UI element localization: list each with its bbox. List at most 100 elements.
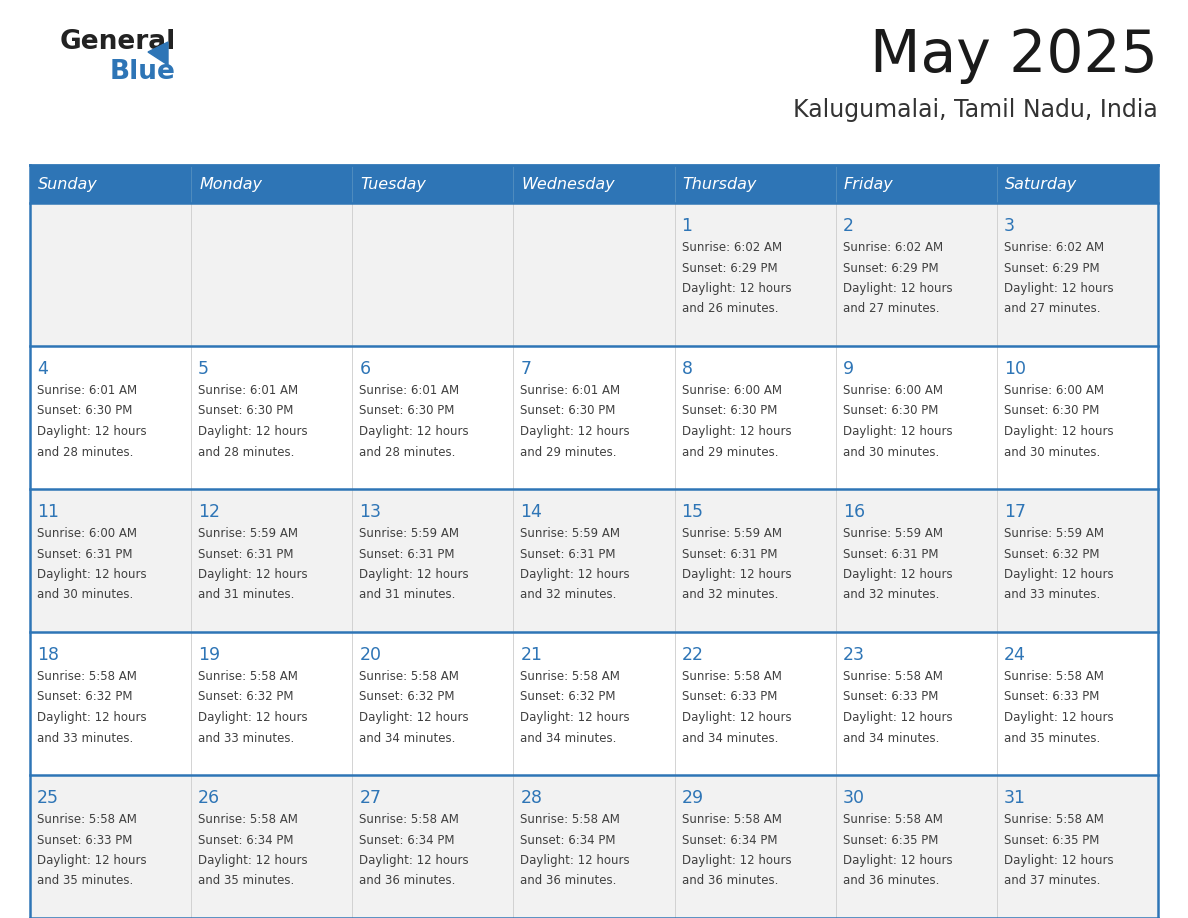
Text: 21: 21 [520, 646, 543, 664]
Text: 16: 16 [842, 503, 865, 521]
Text: Sunrise: 5:59 AM: Sunrise: 5:59 AM [682, 527, 782, 540]
Text: Sunrise: 6:01 AM: Sunrise: 6:01 AM [359, 384, 460, 397]
Text: Daylight: 12 hours: Daylight: 12 hours [682, 711, 791, 724]
Bar [353, 346, 513, 489]
Bar [513, 632, 675, 775]
Bar [353, 775, 513, 918]
Bar [191, 632, 353, 775]
Text: Sunset: 6:35 PM: Sunset: 6:35 PM [842, 834, 939, 846]
Text: Sunset: 6:30 PM: Sunset: 6:30 PM [682, 405, 777, 418]
Text: Sunrise: 6:02 AM: Sunrise: 6:02 AM [842, 241, 943, 254]
Text: Sunrise: 6:01 AM: Sunrise: 6:01 AM [37, 384, 137, 397]
Text: Sunrise: 6:00 AM: Sunrise: 6:00 AM [682, 384, 782, 397]
Text: and 34 minutes.: and 34 minutes. [682, 732, 778, 744]
Text: Sunrise: 5:58 AM: Sunrise: 5:58 AM [1004, 670, 1104, 683]
Text: 28: 28 [520, 789, 543, 807]
Text: 20: 20 [359, 646, 381, 664]
Text: Sunset: 6:34 PM: Sunset: 6:34 PM [682, 834, 777, 846]
Text: Sunset: 6:32 PM: Sunset: 6:32 PM [359, 690, 455, 703]
Text: Sunrise: 5:58 AM: Sunrise: 5:58 AM [37, 813, 137, 826]
Text: and 30 minutes.: and 30 minutes. [842, 445, 939, 458]
Text: 31: 31 [1004, 789, 1026, 807]
Text: 10: 10 [1004, 360, 1026, 378]
Text: Daylight: 12 hours: Daylight: 12 hours [1004, 282, 1113, 295]
Text: Sunset: 6:30 PM: Sunset: 6:30 PM [359, 405, 455, 418]
Text: Sunrise: 5:59 AM: Sunrise: 5:59 AM [1004, 527, 1104, 540]
Text: and 37 minutes.: and 37 minutes. [1004, 875, 1100, 888]
Text: Thursday: Thursday [683, 176, 757, 192]
Text: Daylight: 12 hours: Daylight: 12 hours [520, 568, 630, 581]
Text: Daylight: 12 hours: Daylight: 12 hours [842, 282, 953, 295]
Text: and 34 minutes.: and 34 minutes. [842, 732, 939, 744]
Bar [675, 165, 835, 203]
Text: and 27 minutes.: and 27 minutes. [842, 303, 940, 316]
Text: Sunrise: 5:58 AM: Sunrise: 5:58 AM [37, 670, 137, 683]
Text: Sunrise: 6:01 AM: Sunrise: 6:01 AM [520, 384, 620, 397]
Text: Sunset: 6:35 PM: Sunset: 6:35 PM [1004, 834, 1099, 846]
Bar [835, 489, 997, 632]
Bar [997, 165, 1158, 203]
Text: Sunset: 6:30 PM: Sunset: 6:30 PM [37, 405, 132, 418]
Polygon shape [148, 42, 168, 65]
Text: and 29 minutes.: and 29 minutes. [520, 445, 617, 458]
Text: Sunrise: 6:02 AM: Sunrise: 6:02 AM [1004, 241, 1104, 254]
Text: Sunset: 6:33 PM: Sunset: 6:33 PM [1004, 690, 1099, 703]
Text: Sunrise: 5:59 AM: Sunrise: 5:59 AM [359, 527, 460, 540]
Text: Sunset: 6:31 PM: Sunset: 6:31 PM [682, 547, 777, 561]
Text: Monday: Monday [200, 176, 263, 192]
Text: Sunset: 6:29 PM: Sunset: 6:29 PM [1004, 262, 1099, 274]
Bar [191, 489, 353, 632]
Text: Daylight: 12 hours: Daylight: 12 hours [37, 568, 146, 581]
Text: Sunrise: 5:58 AM: Sunrise: 5:58 AM [1004, 813, 1104, 826]
Text: Sunrise: 6:02 AM: Sunrise: 6:02 AM [682, 241, 782, 254]
Text: Sunrise: 5:58 AM: Sunrise: 5:58 AM [682, 670, 782, 683]
Text: Sunset: 6:30 PM: Sunset: 6:30 PM [520, 405, 615, 418]
Bar [675, 775, 835, 918]
Text: Daylight: 12 hours: Daylight: 12 hours [682, 282, 791, 295]
Text: 11: 11 [37, 503, 59, 521]
Text: and 33 minutes.: and 33 minutes. [1004, 588, 1100, 601]
Bar [513, 165, 675, 203]
Bar [675, 489, 835, 632]
Text: Sunset: 6:31 PM: Sunset: 6:31 PM [198, 547, 293, 561]
Text: and 36 minutes.: and 36 minutes. [359, 875, 456, 888]
Bar [997, 489, 1158, 632]
Text: Daylight: 12 hours: Daylight: 12 hours [1004, 711, 1113, 724]
Bar [513, 346, 675, 489]
Bar [30, 632, 191, 775]
Text: Daylight: 12 hours: Daylight: 12 hours [359, 425, 469, 438]
Text: 14: 14 [520, 503, 542, 521]
Text: and 28 minutes.: and 28 minutes. [37, 445, 133, 458]
Text: Daylight: 12 hours: Daylight: 12 hours [682, 854, 791, 867]
Text: 30: 30 [842, 789, 865, 807]
Text: 17: 17 [1004, 503, 1026, 521]
Text: Daylight: 12 hours: Daylight: 12 hours [37, 854, 146, 867]
Text: Sunset: 6:34 PM: Sunset: 6:34 PM [359, 834, 455, 846]
Text: and 30 minutes.: and 30 minutes. [37, 588, 133, 601]
Text: General: General [61, 29, 176, 55]
Text: 19: 19 [198, 646, 220, 664]
Bar [30, 489, 191, 632]
Bar [835, 203, 997, 346]
Text: 23: 23 [842, 646, 865, 664]
Text: Sunrise: 5:58 AM: Sunrise: 5:58 AM [842, 670, 942, 683]
Text: Sunset: 6:30 PM: Sunset: 6:30 PM [198, 405, 293, 418]
Text: Sunset: 6:31 PM: Sunset: 6:31 PM [520, 547, 615, 561]
Text: and 32 minutes.: and 32 minutes. [842, 588, 939, 601]
Text: Sunset: 6:29 PM: Sunset: 6:29 PM [842, 262, 939, 274]
Bar [835, 632, 997, 775]
Text: Daylight: 12 hours: Daylight: 12 hours [198, 425, 308, 438]
Text: Daylight: 12 hours: Daylight: 12 hours [198, 711, 308, 724]
Text: Daylight: 12 hours: Daylight: 12 hours [520, 854, 630, 867]
Text: Sunrise: 6:01 AM: Sunrise: 6:01 AM [198, 384, 298, 397]
Text: and 31 minutes.: and 31 minutes. [359, 588, 456, 601]
Bar [30, 165, 191, 203]
Text: 6: 6 [359, 360, 371, 378]
Bar [835, 775, 997, 918]
Bar [30, 775, 191, 918]
Text: Daylight: 12 hours: Daylight: 12 hours [37, 425, 146, 438]
Text: Daylight: 12 hours: Daylight: 12 hours [1004, 854, 1113, 867]
Text: Daylight: 12 hours: Daylight: 12 hours [520, 711, 630, 724]
Bar [997, 346, 1158, 489]
Bar [191, 775, 353, 918]
